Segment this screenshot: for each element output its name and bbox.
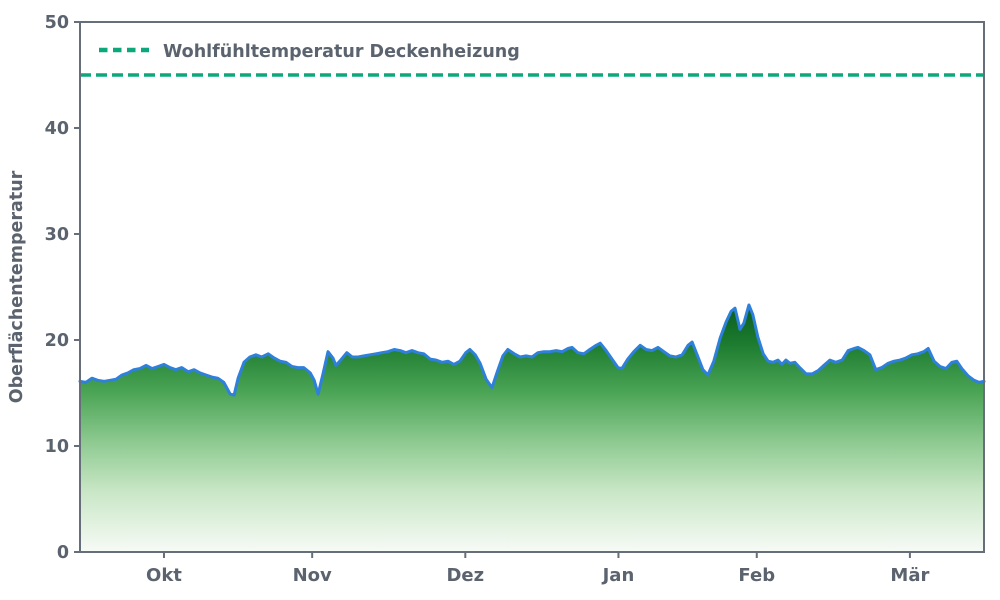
x-tick-label-feb: Feb — [738, 565, 775, 586]
y-tick-label: 30 — [45, 225, 69, 245]
x-tick-label-okt: Okt — [146, 565, 182, 586]
y-axis-ticks: 0 10 20 30 40 50 — [45, 13, 80, 563]
y-axis-label: Oberflächentemperatur — [7, 170, 27, 403]
y-tick-label: 0 — [57, 543, 69, 563]
y-tick-label: 10 — [45, 437, 69, 457]
y-tick-label: 50 — [45, 13, 69, 33]
legend-label: Wohlfühltemperatur Deckenheizung — [163, 42, 520, 62]
temperature-line — [78, 303, 986, 397]
x-axis-ticks: Okt Nov Dez Jan Feb Mär — [146, 552, 929, 586]
x-tick-label-nov: Nov — [293, 565, 332, 586]
y-tick-label: 40 — [45, 119, 69, 139]
x-tick-label-dez: Dez — [446, 565, 484, 586]
y-tick-label: 20 — [45, 331, 69, 351]
x-tick-label-jan: Jan — [601, 565, 635, 586]
plot-border — [79, 21, 985, 553]
temperature-area — [80, 305, 984, 552]
x-tick-label-mär: Mär — [890, 565, 929, 586]
legend: Wohlfühltemperatur Deckenheizung — [99, 42, 520, 62]
